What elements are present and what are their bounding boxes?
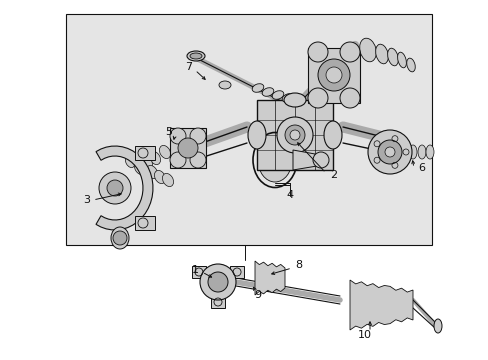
Circle shape	[377, 140, 401, 164]
Ellipse shape	[400, 295, 408, 315]
Ellipse shape	[159, 145, 170, 158]
Text: 10: 10	[357, 330, 371, 340]
Ellipse shape	[133, 152, 142, 163]
Circle shape	[170, 152, 185, 168]
Ellipse shape	[162, 174, 173, 186]
Circle shape	[289, 130, 299, 140]
Circle shape	[367, 130, 411, 174]
Circle shape	[307, 42, 327, 62]
Ellipse shape	[350, 285, 358, 325]
Ellipse shape	[149, 152, 160, 165]
Ellipse shape	[143, 147, 152, 158]
Polygon shape	[292, 150, 316, 170]
Ellipse shape	[282, 94, 293, 102]
Ellipse shape	[247, 121, 265, 149]
Text: 2: 2	[329, 170, 336, 180]
Ellipse shape	[134, 161, 145, 175]
Text: 3: 3	[83, 195, 90, 205]
Ellipse shape	[324, 121, 341, 149]
Ellipse shape	[190, 53, 202, 59]
Circle shape	[170, 128, 185, 144]
Ellipse shape	[370, 289, 378, 321]
Circle shape	[113, 231, 127, 245]
Circle shape	[178, 138, 198, 158]
Bar	[192, 266, 205, 278]
Bar	[135, 216, 155, 230]
Ellipse shape	[408, 145, 416, 159]
Ellipse shape	[272, 91, 283, 99]
Ellipse shape	[262, 88, 273, 96]
Bar	[135, 146, 155, 160]
Ellipse shape	[284, 93, 305, 107]
Circle shape	[339, 42, 359, 62]
Text: 8: 8	[294, 260, 302, 270]
Circle shape	[384, 147, 394, 157]
Circle shape	[200, 264, 236, 300]
Bar	[257, 100, 332, 170]
Ellipse shape	[146, 166, 157, 179]
Ellipse shape	[252, 84, 263, 92]
Circle shape	[190, 128, 205, 144]
Circle shape	[107, 180, 123, 196]
Ellipse shape	[125, 157, 134, 167]
Ellipse shape	[219, 81, 230, 89]
Text: 7: 7	[184, 62, 192, 72]
Text: 6: 6	[417, 163, 424, 173]
Text: 4: 4	[286, 190, 293, 200]
Bar	[307, 48, 359, 103]
Text: 5: 5	[164, 127, 172, 137]
Circle shape	[312, 152, 328, 168]
Ellipse shape	[380, 291, 388, 319]
Ellipse shape	[425, 145, 433, 159]
Ellipse shape	[141, 157, 152, 170]
Circle shape	[317, 59, 349, 91]
Polygon shape	[349, 280, 412, 330]
Bar	[229, 266, 244, 278]
Circle shape	[207, 272, 227, 292]
Bar	[170, 128, 205, 168]
Polygon shape	[96, 146, 153, 230]
Ellipse shape	[390, 293, 398, 317]
Ellipse shape	[406, 58, 414, 72]
Bar	[210, 296, 224, 308]
Ellipse shape	[433, 319, 441, 333]
Circle shape	[339, 88, 359, 108]
Ellipse shape	[186, 51, 204, 61]
Circle shape	[307, 88, 327, 108]
Circle shape	[285, 125, 305, 145]
Circle shape	[325, 67, 341, 83]
Circle shape	[99, 172, 131, 204]
Ellipse shape	[154, 170, 165, 184]
Ellipse shape	[417, 145, 425, 159]
Ellipse shape	[397, 52, 406, 68]
Ellipse shape	[258, 138, 291, 182]
Ellipse shape	[387, 48, 398, 66]
Ellipse shape	[359, 38, 376, 62]
Ellipse shape	[360, 287, 368, 323]
Ellipse shape	[111, 227, 129, 249]
Ellipse shape	[375, 44, 387, 64]
Circle shape	[190, 152, 205, 168]
Circle shape	[276, 117, 312, 153]
Text: 9: 9	[254, 290, 261, 300]
Polygon shape	[254, 261, 285, 295]
Text: 1: 1	[191, 265, 198, 275]
Bar	[66, 14, 431, 245]
